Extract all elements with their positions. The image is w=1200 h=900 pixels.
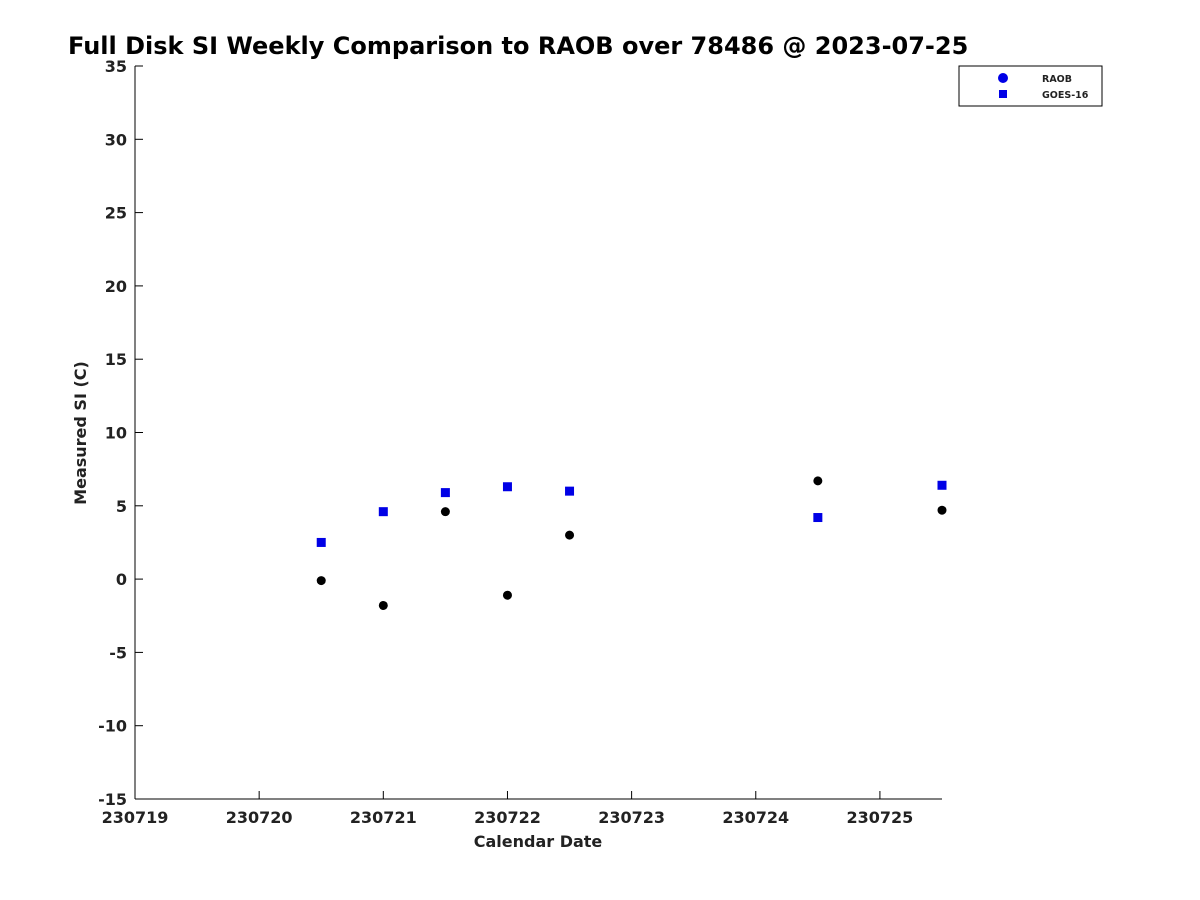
goes-16-point — [565, 486, 575, 496]
tick-labels: -15 -10 -5 0 5 10 15 20 25 30 35 230719 230720 230721… — [98, 57, 913, 827]
x-axis-label: Calendar Date — [474, 832, 603, 851]
y-tick-label: 15 — [105, 350, 127, 369]
y-tick-label: 20 — [105, 277, 127, 296]
y-tick-label: -5 — [109, 643, 127, 662]
legend-raob-marker — [998, 73, 1008, 83]
y-tick-label: 25 — [105, 204, 127, 223]
goes-16-point — [440, 488, 450, 498]
y-tick-label: -10 — [98, 717, 127, 736]
y-tick-label: 30 — [105, 130, 127, 149]
raob-point — [440, 507, 450, 517]
legend-goes-label: GOES-16 — [1042, 90, 1089, 101]
raob-point — [502, 590, 512, 600]
x-tick-label: 230721 — [350, 808, 417, 827]
x-tick-label: 230723 — [598, 808, 665, 827]
raob-point — [316, 576, 326, 586]
y-tick-label: 5 — [116, 497, 127, 516]
raob-point — [937, 505, 947, 515]
goes-16-point — [502, 482, 512, 492]
legend-box — [958, 65, 1103, 107]
y-tick-label: 0 — [116, 570, 127, 589]
y-tick-label: -15 — [98, 790, 127, 809]
x-tick-label: 230725 — [847, 808, 914, 827]
chart-title: Full Disk SI Weekly Comparison to RAOB o… — [68, 32, 968, 60]
goes-16-point — [378, 507, 388, 517]
x-tick-label: 230719 — [102, 808, 169, 827]
legend-raob-label: RAOB — [1042, 74, 1072, 85]
goes-16-point — [937, 480, 947, 490]
raob-point — [813, 476, 823, 486]
y-tick-label: 35 — [105, 57, 127, 76]
data-points — [316, 476, 947, 610]
y-tick-label: 10 — [105, 424, 127, 443]
raob-point — [378, 600, 388, 610]
x-tick-label: 230720 — [226, 808, 293, 827]
goes-16-point — [813, 513, 823, 523]
legend-goes-marker — [999, 90, 1007, 98]
raob-point — [565, 530, 575, 540]
x-tick-label: 230724 — [722, 808, 789, 827]
goes-16-point — [316, 537, 326, 547]
axes — [134, 65, 942, 800]
y-axis-label: Measured SI (C) — [71, 361, 90, 505]
legend: RAOB GOES-16 — [958, 65, 1103, 107]
x-tick-label: 230722 — [474, 808, 541, 827]
